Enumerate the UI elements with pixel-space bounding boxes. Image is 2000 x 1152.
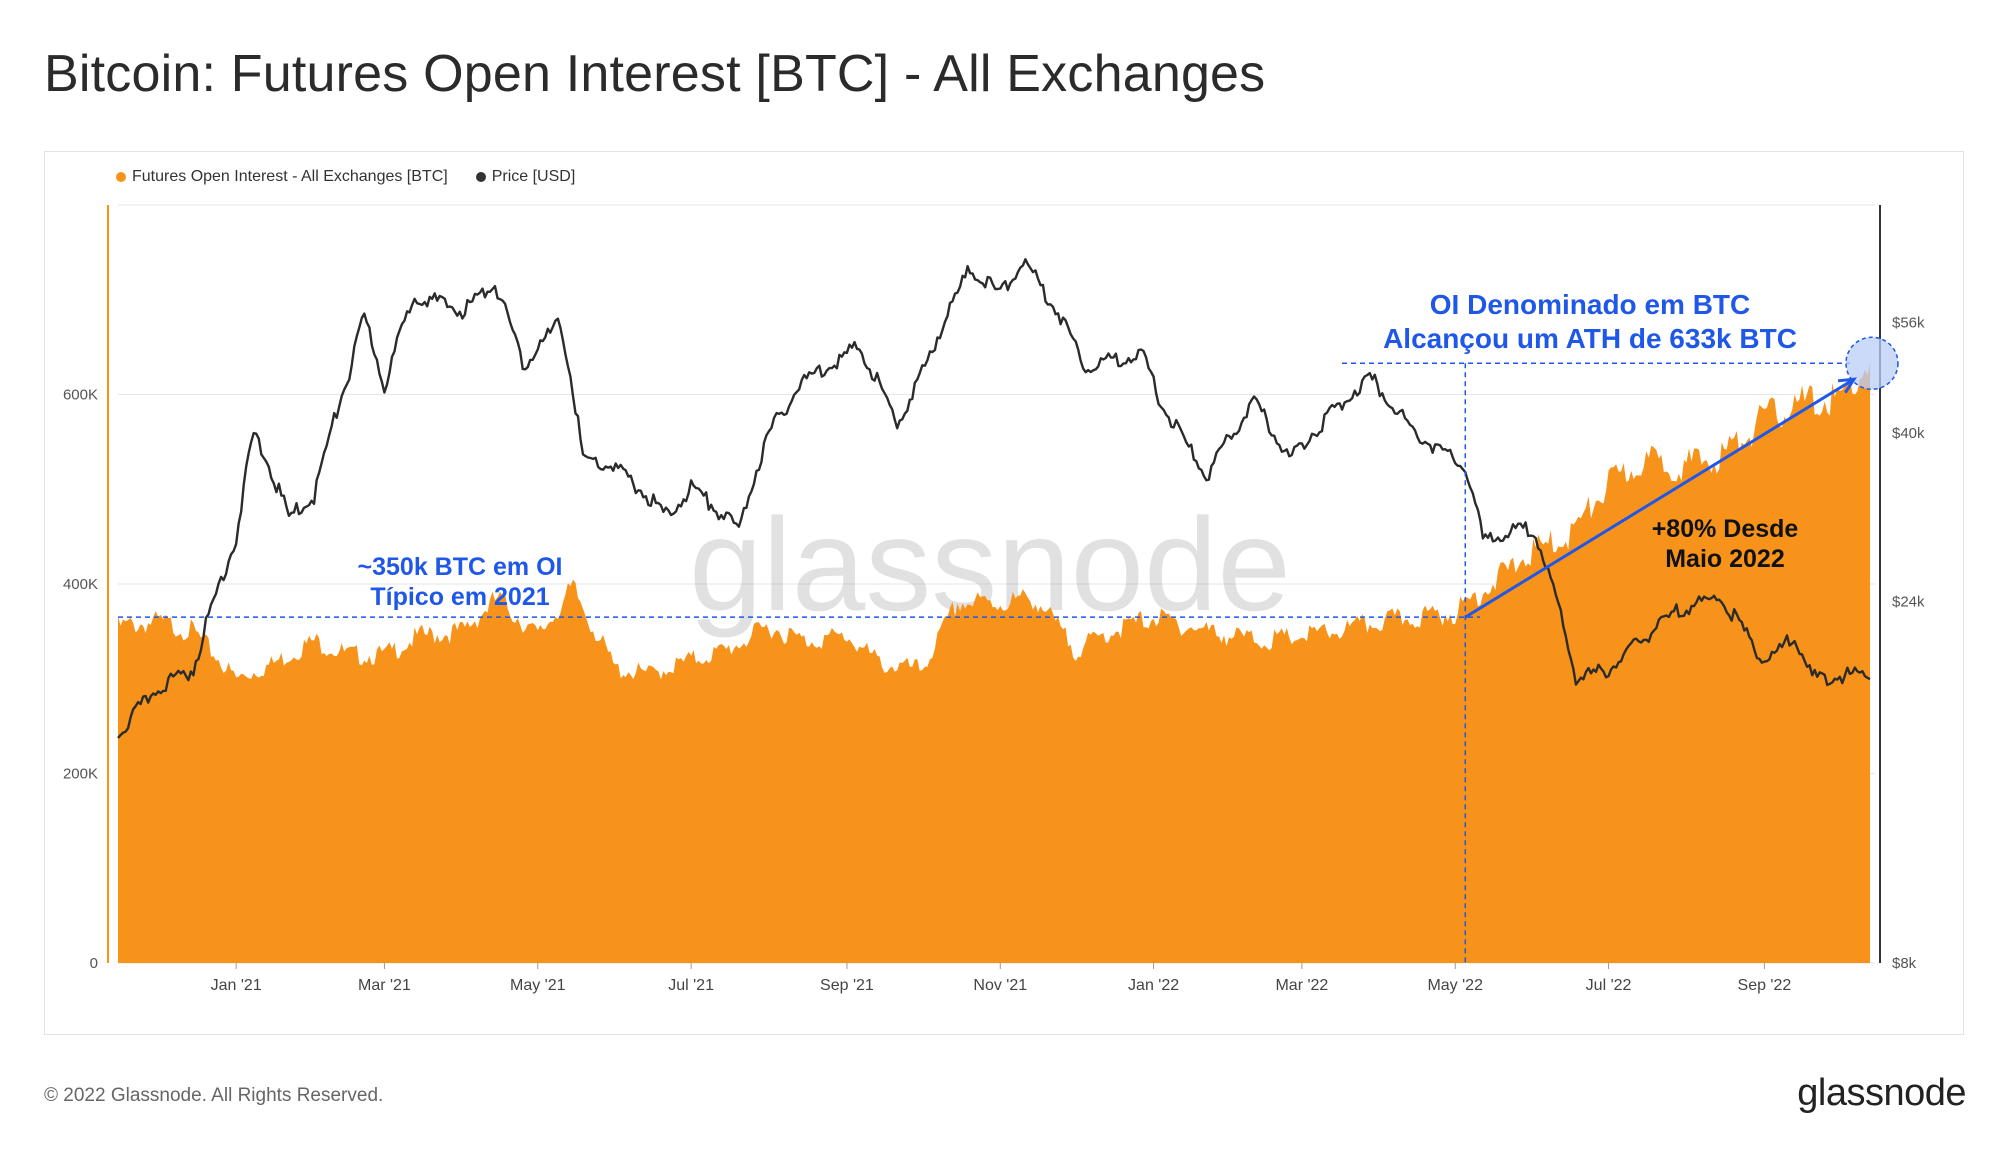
annotation-ath: OI Denominado em BTC Alcançou um ATH de … [1340, 288, 1840, 355]
ath-highlight-circle [1845, 336, 1899, 390]
y-left-tick-label: 200K [63, 766, 98, 783]
annotation-ath-line2: Alcançou um ATH de 633k BTC [1383, 322, 1797, 354]
legend-label-open-interest: Futures Open Interest - All Exchanges [B… [132, 168, 448, 185]
legend-item-open-interest[interactable]: Futures Open Interest - All Exchanges [B… [116, 168, 448, 186]
annotation-ath-line1: OI Denominado em BTC [1429, 289, 1751, 320]
right-axis-ticks: $8k $24k $40k $56k [1892, 314, 1925, 972]
x-axis-ticks: Jan '21 Mar '21 May '21 Jul '21 Sep '21 Nov '… [211, 963, 1792, 994]
annotation-growth-line2: Maio 2022 [1665, 545, 1785, 573]
chart-frame [44, 151, 1964, 1035]
left-axis-ticks: 0 200K 400K 600K [63, 387, 98, 973]
annotation-growth: +80% Desde Maio 2022 [1615, 514, 1835, 574]
x-tick-label: Nov '21 [973, 977, 1027, 994]
x-tick-label: Sep '22 [1738, 977, 1792, 994]
y-right-tick-label: $8k [1892, 955, 1917, 972]
x-tick-label: May '22 [1427, 977, 1483, 994]
legend-label-price: Price [USD] [491, 168, 576, 185]
legend-item-price[interactable]: Price [USD] [475, 168, 576, 186]
oi-area-series [118, 363, 1870, 963]
y-right-tick-label: $24k [1892, 593, 1925, 610]
growth-arrow-shaft [1464, 377, 1855, 619]
x-tick-label: Mar '21 [358, 977, 411, 994]
price-line-series [117, 258, 1871, 739]
glassnode-logo[interactable]: glassnode [1797, 1072, 1966, 1114]
x-tick-label: Jan '21 [211, 977, 262, 994]
y-right-tick-label: $56k [1892, 314, 1925, 331]
chart-title: Bitcoin: Futures Open Interest [BTC] - A… [44, 45, 1266, 103]
annotation-layer [118, 336, 1899, 963]
annotation-growth-line1: +80% Desde [1651, 515, 1799, 543]
x-tick-label: May '21 [510, 977, 566, 994]
y-right-tick-label: $40k [1892, 425, 1925, 442]
x-tick-label: Jan '22 [1128, 977, 1179, 994]
chart-legend: Futures Open Interest - All Exchanges [B… [116, 168, 575, 186]
copyright-text: © 2022 Glassnode. All Rights Reserved. [44, 1085, 384, 1106]
y-left-tick-label: 600K [63, 387, 98, 404]
annotation-typical-2021: ~350k BTC em OI Típico em 2021 [330, 552, 590, 612]
annotation-typical-line2: Típico em 2021 [370, 583, 550, 611]
y-left-tick-label: 400K [63, 576, 98, 593]
x-tick-label: Jul '21 [668, 977, 714, 994]
x-tick-label: Jul '22 [1586, 977, 1632, 994]
legend-dot-open-interest [116, 172, 126, 182]
annotation-typical-line1: ~350k BTC em OI [357, 553, 563, 581]
x-tick-label: Mar '22 [1275, 977, 1328, 994]
y-left-tick-label: 0 [90, 955, 98, 972]
x-tick-label: Sep '21 [820, 977, 874, 994]
growth-arrow-head [1837, 377, 1857, 394]
legend-dot-price [475, 172, 486, 182]
